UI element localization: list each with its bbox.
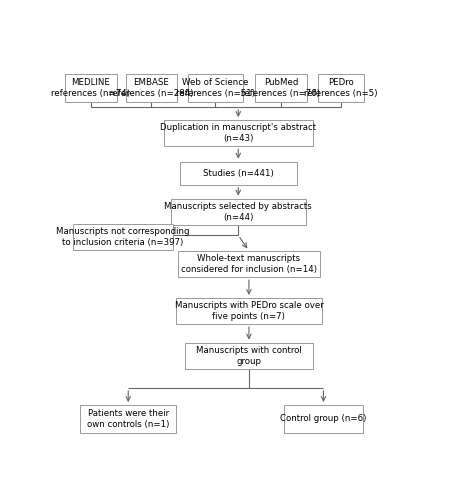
FancyBboxPatch shape bbox=[176, 298, 322, 324]
Text: Whole-text manuscripts
considered for inclusion (n=14): Whole-text manuscripts considered for in… bbox=[181, 254, 317, 274]
Text: Manuscripts with PEDro scale over
five points (n=7): Manuscripts with PEDro scale over five p… bbox=[174, 301, 323, 321]
FancyBboxPatch shape bbox=[178, 251, 320, 277]
FancyBboxPatch shape bbox=[185, 342, 313, 369]
FancyBboxPatch shape bbox=[180, 162, 297, 184]
FancyBboxPatch shape bbox=[65, 74, 117, 102]
FancyBboxPatch shape bbox=[80, 405, 176, 432]
FancyBboxPatch shape bbox=[255, 74, 306, 102]
FancyBboxPatch shape bbox=[164, 120, 313, 146]
Text: PubMed
references (n=70): PubMed references (n=70) bbox=[241, 78, 320, 98]
FancyBboxPatch shape bbox=[171, 198, 305, 225]
Text: Manuscripts selected by abstracts
(n=44): Manuscripts selected by abstracts (n=44) bbox=[164, 202, 312, 222]
Text: Duplication in manuscript's abstract
(n=43): Duplication in manuscript's abstract (n=… bbox=[160, 123, 316, 143]
FancyBboxPatch shape bbox=[188, 74, 243, 102]
Text: Control group (n=6): Control group (n=6) bbox=[280, 414, 367, 424]
Text: MEDLINE
references (n=74): MEDLINE references (n=74) bbox=[51, 78, 131, 98]
Text: EMBASE
references (n=284): EMBASE references (n=284) bbox=[109, 78, 194, 98]
FancyBboxPatch shape bbox=[73, 224, 173, 250]
Text: Studies (n=441): Studies (n=441) bbox=[203, 168, 273, 177]
Text: Manuscripts with control
group: Manuscripts with control group bbox=[196, 346, 302, 366]
FancyBboxPatch shape bbox=[125, 74, 177, 102]
FancyBboxPatch shape bbox=[284, 405, 363, 432]
Text: PEDro
references (n=5): PEDro references (n=5) bbox=[305, 78, 378, 98]
Text: Manuscripts not corresponding
to inclusion criteria (n=397): Manuscripts not corresponding to inclusi… bbox=[56, 227, 190, 247]
Text: Patients were their
own controls (n=1): Patients were their own controls (n=1) bbox=[87, 409, 169, 429]
FancyBboxPatch shape bbox=[318, 74, 364, 102]
Text: Web of Science
references (n=51): Web of Science references (n=51) bbox=[176, 78, 255, 98]
